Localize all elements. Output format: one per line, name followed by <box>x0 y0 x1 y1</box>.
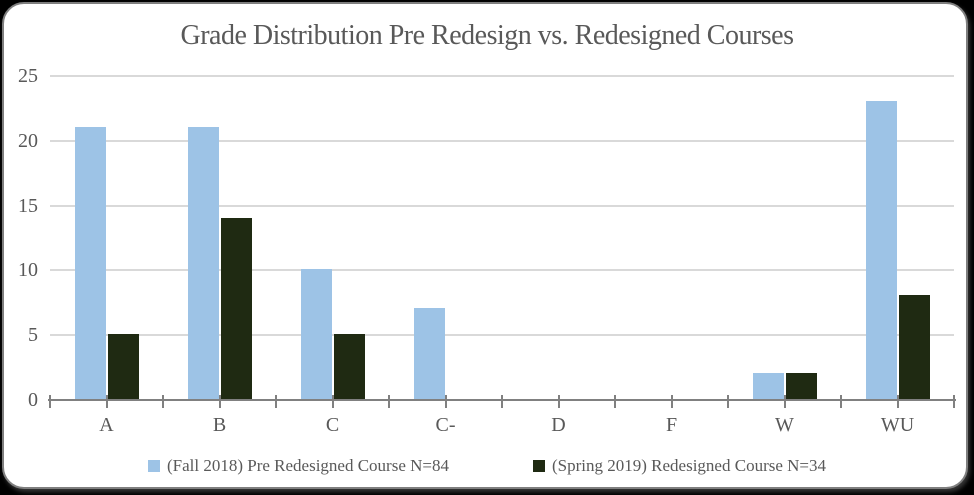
x-axis-tick <box>840 395 842 408</box>
y-axis-label-10: 10 <box>18 259 38 282</box>
bar-spring2019-W <box>785 373 817 399</box>
y-axis-label-15: 15 <box>18 194 38 217</box>
x-axis-tick <box>953 395 955 408</box>
y-axis-label-20: 20 <box>18 129 38 152</box>
x-axis-tick <box>614 395 616 408</box>
bar-fall2018-B <box>187 126 219 399</box>
x-axis-tick <box>388 395 390 408</box>
bar-fall2018-A <box>74 126 106 399</box>
x-axis-tick <box>727 395 729 408</box>
gridline-y-5 <box>50 334 954 337</box>
legend-swatch-spring2019-icon <box>533 460 545 472</box>
x-axis-tick <box>783 395 786 408</box>
x-axis-tick <box>444 395 447 408</box>
legend-item-spring2019: (Spring 2019) Redesigned Course N=34 <box>533 456 826 476</box>
x-axis-tick <box>105 395 108 408</box>
x-axis-tick <box>501 395 503 408</box>
gridline-y-15 <box>50 204 954 207</box>
bar-fall2018-C- <box>413 308 445 399</box>
x-axis-tick <box>557 395 560 408</box>
legend: (Fall 2018) Pre Redesigned Course N=84 (… <box>0 456 974 476</box>
bar-fall2018-WU <box>865 100 897 399</box>
legend-label-fall2018: (Fall 2018) Pre Redesigned Course N=84 <box>166 456 449 475</box>
chart-title: Grade Distribution Pre Redesign vs. Rede… <box>180 20 794 51</box>
gridline-y-10 <box>50 269 954 272</box>
gridline-y-20 <box>50 139 954 142</box>
x-axis-tick <box>275 395 277 408</box>
x-axis-label-C-: C- <box>435 414 456 436</box>
x-axis-label-W: W <box>775 414 794 436</box>
bar-spring2019-C <box>333 334 365 399</box>
x-axis-label-D: D <box>551 414 566 436</box>
x-axis-label-F: F <box>665 414 678 436</box>
y-axis-label-25: 25 <box>18 65 38 87</box>
x-axis-label-B: B <box>212 414 227 436</box>
y-axis-label-5: 5 <box>28 324 38 347</box>
x-axis-tick <box>896 395 899 408</box>
x-axis-label-C: C <box>325 414 340 436</box>
bar-fall2018-W <box>752 373 784 399</box>
bar-spring2019-A <box>107 334 139 399</box>
bar-spring2019-WU <box>898 295 930 399</box>
x-axis-label-WU: WU <box>880 414 915 436</box>
x-axis-tick <box>670 395 673 408</box>
bar-spring2019-B <box>220 217 252 399</box>
x-axis-label-A: A <box>99 414 114 436</box>
x-axis-tick <box>162 395 164 408</box>
legend-item-fall2018: (Fall 2018) Pre Redesigned Course N=84 <box>147 456 449 476</box>
x-axis-tick <box>49 395 51 408</box>
y-axis-label-0: 0 <box>28 389 38 411</box>
gridline-y-25 <box>50 75 954 77</box>
x-axis-tick <box>331 395 334 408</box>
bar-fall2018-C <box>300 269 332 399</box>
legend-swatch-fall2018-icon <box>147 460 160 472</box>
x-axis-tick <box>218 395 221 408</box>
legend-label-spring2019: (Spring 2019) Redesigned Course N=34 <box>552 456 827 475</box>
